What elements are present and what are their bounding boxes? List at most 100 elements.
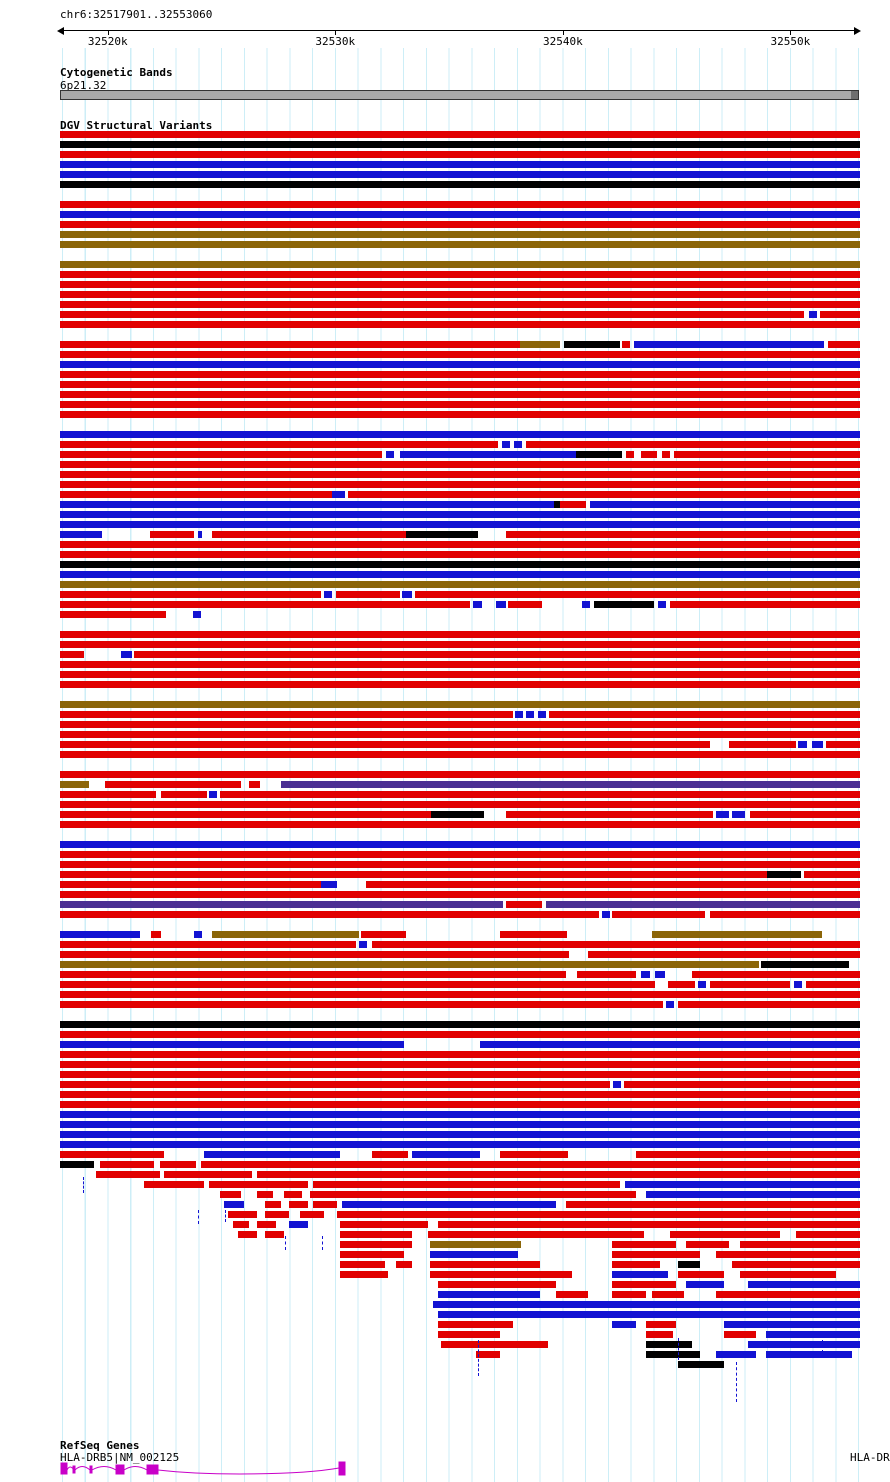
dgv-variant-row[interactable] bbox=[60, 581, 860, 588]
dgv-variant-row[interactable] bbox=[60, 151, 860, 158]
dgv-variant-row[interactable] bbox=[60, 1051, 860, 1058]
dgv-variant-row[interactable] bbox=[60, 631, 860, 638]
dgv-variant-row[interactable] bbox=[60, 651, 860, 658]
dgv-variant-row[interactable] bbox=[60, 681, 860, 688]
refseq-gene-glyph[interactable] bbox=[60, 1460, 860, 1480]
dgv-variant-row[interactable] bbox=[60, 891, 860, 898]
dgv-variant-row[interactable] bbox=[60, 1241, 860, 1248]
dgv-variant-row[interactable] bbox=[60, 771, 860, 778]
dgv-variant-row[interactable] bbox=[60, 131, 860, 138]
dgv-variant-row[interactable] bbox=[60, 981, 860, 988]
dgv-variant-row[interactable] bbox=[60, 861, 860, 868]
dgv-variant-row[interactable] bbox=[60, 231, 860, 238]
dgv-variant-row[interactable] bbox=[60, 1021, 860, 1028]
dgv-variant-row[interactable] bbox=[60, 991, 860, 998]
dgv-variant-row[interactable] bbox=[60, 811, 860, 818]
dgv-variant-row[interactable] bbox=[60, 181, 860, 188]
cytoband-bar[interactable] bbox=[60, 90, 859, 100]
dgv-variant-row[interactable] bbox=[60, 531, 860, 538]
dgv-variant-row[interactable] bbox=[60, 851, 860, 858]
dgv-variant-row[interactable] bbox=[60, 1321, 860, 1328]
dgv-variant-row[interactable] bbox=[60, 1201, 860, 1208]
dgv-variant-row[interactable] bbox=[60, 411, 860, 418]
dgv-variant-row[interactable] bbox=[60, 481, 860, 488]
dgv-variant-row[interactable] bbox=[60, 1281, 860, 1288]
dgv-variant-row[interactable] bbox=[60, 1131, 860, 1138]
dgv-variant-row[interactable] bbox=[60, 281, 860, 288]
dgv-variant-row[interactable] bbox=[60, 141, 860, 148]
dgv-variant-row[interactable] bbox=[60, 1141, 860, 1148]
dgv-variant-row[interactable] bbox=[60, 971, 860, 978]
dgv-variant-row[interactable] bbox=[60, 451, 860, 458]
dgv-variant-row[interactable] bbox=[60, 1211, 860, 1218]
dgv-variant-row[interactable] bbox=[60, 261, 860, 268]
dgv-variant-row[interactable] bbox=[60, 291, 860, 298]
dgv-variant-row[interactable] bbox=[60, 1301, 860, 1308]
dgv-variant-row[interactable] bbox=[60, 221, 860, 228]
dgv-variant-row[interactable] bbox=[60, 641, 860, 648]
dgv-variant-row[interactable] bbox=[60, 351, 860, 358]
dgv-variant-row[interactable] bbox=[60, 211, 860, 218]
dgv-variant-row[interactable] bbox=[60, 1361, 860, 1368]
dgv-variant-row[interactable] bbox=[60, 1181, 860, 1188]
dgv-variant-row[interactable] bbox=[60, 671, 860, 678]
dgv-variant-row[interactable] bbox=[60, 731, 860, 738]
dgv-variant-row[interactable] bbox=[60, 1101, 860, 1108]
dgv-variant-row[interactable] bbox=[60, 931, 860, 938]
dgv-variant-row[interactable] bbox=[60, 1271, 860, 1278]
dgv-variant-row[interactable] bbox=[60, 1091, 860, 1098]
dgv-variant-row[interactable] bbox=[60, 701, 860, 708]
dgv-variant-row[interactable] bbox=[60, 301, 860, 308]
dgv-variant-row[interactable] bbox=[60, 1161, 860, 1168]
dgv-variant-row[interactable] bbox=[60, 591, 860, 598]
dgv-variant-row[interactable] bbox=[60, 961, 860, 968]
dgv-variant-row[interactable] bbox=[60, 601, 860, 608]
dgv-variant-row[interactable] bbox=[60, 801, 860, 808]
dgv-variant-row[interactable] bbox=[60, 491, 860, 498]
dgv-variant-row[interactable] bbox=[60, 381, 860, 388]
dgv-variant-row[interactable] bbox=[60, 401, 860, 408]
dgv-variant-row[interactable] bbox=[60, 1041, 860, 1048]
dgv-variant-row[interactable] bbox=[60, 751, 860, 758]
dgv-variant-row[interactable] bbox=[60, 161, 860, 168]
dgv-variant-row[interactable] bbox=[60, 1031, 860, 1038]
dgv-variant-row[interactable] bbox=[60, 1191, 860, 1198]
dgv-variant-row[interactable] bbox=[60, 1111, 860, 1118]
dgv-variant-row[interactable] bbox=[60, 881, 860, 888]
dgv-variant-row[interactable] bbox=[60, 1221, 860, 1228]
dgv-variant-row[interactable] bbox=[60, 1171, 860, 1178]
dgv-variant-row[interactable] bbox=[60, 1071, 860, 1078]
dgv-variant-row[interactable] bbox=[60, 721, 860, 728]
dgv-variant-row[interactable] bbox=[60, 511, 860, 518]
dgv-variant-row[interactable] bbox=[60, 1121, 860, 1128]
dgv-variant-row[interactable] bbox=[60, 1081, 860, 1088]
dgv-variant-row[interactable] bbox=[60, 911, 860, 918]
dgv-variant-row[interactable] bbox=[60, 321, 860, 328]
dgv-variant-row[interactable] bbox=[60, 821, 860, 828]
dgv-variant-row[interactable] bbox=[60, 951, 860, 958]
dgv-variant-row[interactable] bbox=[60, 461, 860, 468]
dgv-variant-row[interactable] bbox=[60, 741, 860, 748]
dgv-variant-row[interactable] bbox=[60, 201, 860, 208]
dgv-variant-row[interactable] bbox=[60, 661, 860, 668]
dgv-variant-row[interactable] bbox=[60, 391, 860, 398]
dgv-variant-row[interactable] bbox=[60, 1061, 860, 1068]
dgv-variant-row[interactable] bbox=[60, 781, 860, 788]
dgv-variant-row[interactable] bbox=[60, 171, 860, 178]
dgv-variant-row[interactable] bbox=[60, 871, 860, 878]
dgv-variant-row[interactable] bbox=[60, 431, 860, 438]
dgv-variant-row[interactable] bbox=[60, 521, 860, 528]
dgv-variant-row[interactable] bbox=[60, 501, 860, 508]
dgv-variant-row[interactable] bbox=[60, 1251, 860, 1258]
dgv-variant-row[interactable] bbox=[60, 371, 860, 378]
dgv-variant-row[interactable] bbox=[60, 791, 860, 798]
dgv-variant-row[interactable] bbox=[60, 901, 860, 908]
dgv-variant-row[interactable] bbox=[60, 611, 860, 618]
dgv-variant-row[interactable] bbox=[60, 1291, 860, 1298]
dgv-variant-row[interactable] bbox=[60, 1351, 860, 1358]
dgv-variant-row[interactable] bbox=[60, 541, 860, 548]
dgv-variant-row[interactable] bbox=[60, 1001, 860, 1008]
dgv-variant-row[interactable] bbox=[60, 311, 860, 318]
dgv-variant-row[interactable] bbox=[60, 841, 860, 848]
dgv-variant-row[interactable] bbox=[60, 571, 860, 578]
